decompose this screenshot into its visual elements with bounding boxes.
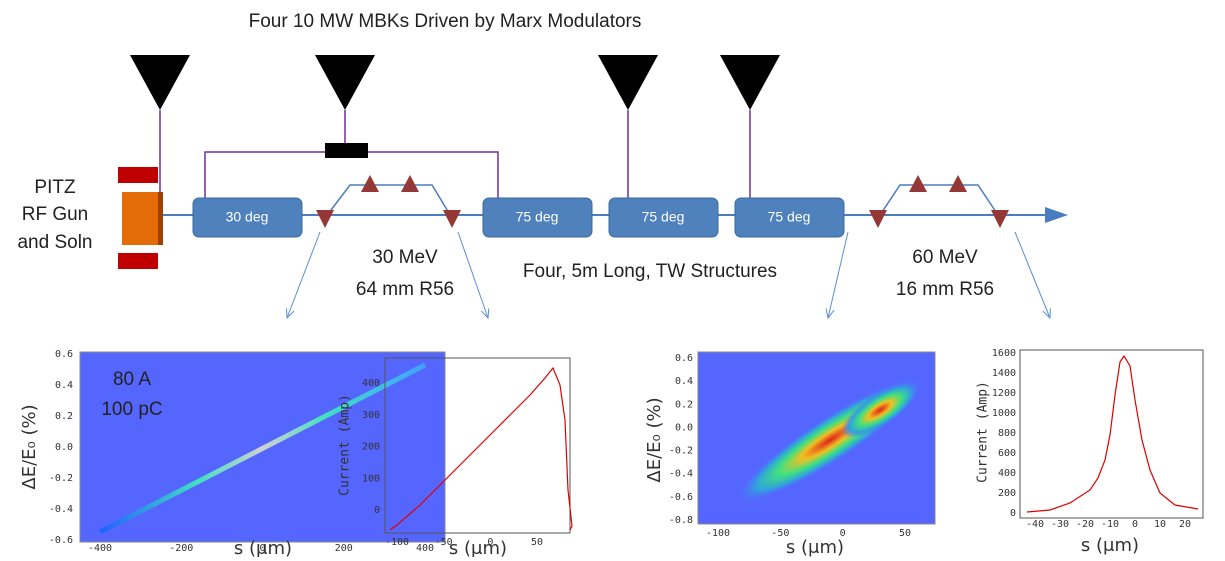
y-tick-label: 1200	[992, 388, 1016, 399]
structure-label: 30 deg	[226, 209, 269, 225]
x-tick-label: -100	[706, 528, 730, 539]
x-tick-label: -30	[1051, 519, 1069, 530]
gun-label: and Soln	[17, 232, 92, 253]
y-tick-label: 0	[374, 505, 380, 516]
y-tick-label: 1600	[992, 348, 1016, 359]
x-tick-label: 50	[899, 528, 911, 539]
y-tick-label: 0.2	[55, 411, 73, 422]
x-tick-label: -20	[1076, 519, 1094, 530]
x-tick-label: -100	[385, 537, 409, 548]
diagram: Four 10 MW MBKs Driven by Marx Modulator…	[0, 0, 1225, 557]
y-tick-label: -0.4	[49, 504, 73, 515]
annotation: 80 A	[113, 369, 151, 390]
y-tick-label: 800	[998, 428, 1016, 439]
splitter	[325, 143, 368, 158]
structure-label: 75 deg	[768, 209, 811, 225]
y-axis-title: ΔE/E₀ (%)	[644, 397, 665, 482]
y-tick-label: -0.6	[669, 492, 693, 503]
y-tick-label: -0.6	[49, 535, 73, 546]
y-tick-label: 0.2	[675, 399, 693, 410]
x-axis-title: s (μm)	[449, 538, 507, 557]
gun-label: RF Gun	[22, 204, 89, 225]
y-tick-label: 400	[362, 378, 380, 389]
y-tick-label: 400	[998, 468, 1016, 479]
y-tick-label: 600	[998, 448, 1016, 459]
x-axis-title: s (μm)	[234, 538, 292, 557]
chicane-label: 60 MeV	[912, 247, 978, 268]
klystrons	[130, 55, 780, 110]
x-tick-label: 20	[1179, 519, 1191, 530]
x-tick-label: -200	[169, 543, 193, 554]
chicane-label: 16 mm R56	[896, 279, 994, 300]
y-tick-label: 300	[362, 410, 380, 421]
x-axis-title: s (μm)	[1081, 535, 1139, 556]
y-tick-label: 0.6	[675, 353, 693, 364]
y-tick-label: 0.4	[675, 376, 693, 387]
y-tick-label: 0	[1010, 508, 1016, 519]
gun-label: PITZ	[34, 177, 76, 198]
current-profile	[1027, 356, 1198, 512]
x-tick-label: -10	[1101, 519, 1119, 530]
y-axis-title: Current (Amp)	[976, 381, 991, 483]
title: Four 10 MW MBKs Driven by Marx Modulator…	[249, 11, 642, 32]
y-tick-label: 1400	[992, 368, 1016, 379]
y-axis-title: Current (Amp)	[338, 394, 353, 496]
plot-frame	[1020, 350, 1203, 518]
chicane-label: 30 MeV	[372, 247, 438, 268]
x-tick-label: 400	[416, 543, 434, 554]
annotation: 100 pC	[101, 399, 162, 420]
x-tick-label: 10	[1154, 519, 1166, 530]
x-tick-label: -400	[88, 543, 112, 554]
beam-arrow	[1045, 207, 1068, 223]
x-tick-label: -40	[1026, 519, 1044, 530]
y-tick-label: 100	[362, 473, 380, 484]
y-tick-label: 1000	[992, 408, 1016, 419]
x-tick-label: 50	[531, 537, 543, 548]
y-tick-label: -0.4	[669, 469, 693, 480]
y-tick-label: -0.8	[669, 515, 693, 526]
waveguides	[160, 110, 750, 198]
y-tick-label: 0.4	[55, 380, 73, 391]
y-tick-label: 0.6	[55, 349, 73, 360]
x-axis-title: s (μm)	[786, 537, 844, 557]
y-tick-label: 0.0	[675, 422, 693, 433]
y-tick-label: 200	[362, 442, 380, 453]
x-tick-label: 0	[1132, 519, 1138, 530]
y-tick-label: 200	[998, 488, 1016, 499]
chicane-label: 64 mm R56	[356, 279, 454, 300]
y-tick-label: -0.2	[669, 446, 693, 457]
structure-label: 75 deg	[516, 209, 559, 225]
y-axis-title: ΔE/E₀ (%)	[19, 404, 40, 489]
structure-label: 75 deg	[642, 209, 685, 225]
gun	[118, 167, 163, 269]
x-tick-label: 200	[335, 543, 353, 554]
y-tick-label: -0.2	[49, 473, 73, 484]
y-tick-label: 0.0	[55, 442, 73, 453]
linac-label: Four, 5m Long, TW Structures	[523, 261, 777, 282]
